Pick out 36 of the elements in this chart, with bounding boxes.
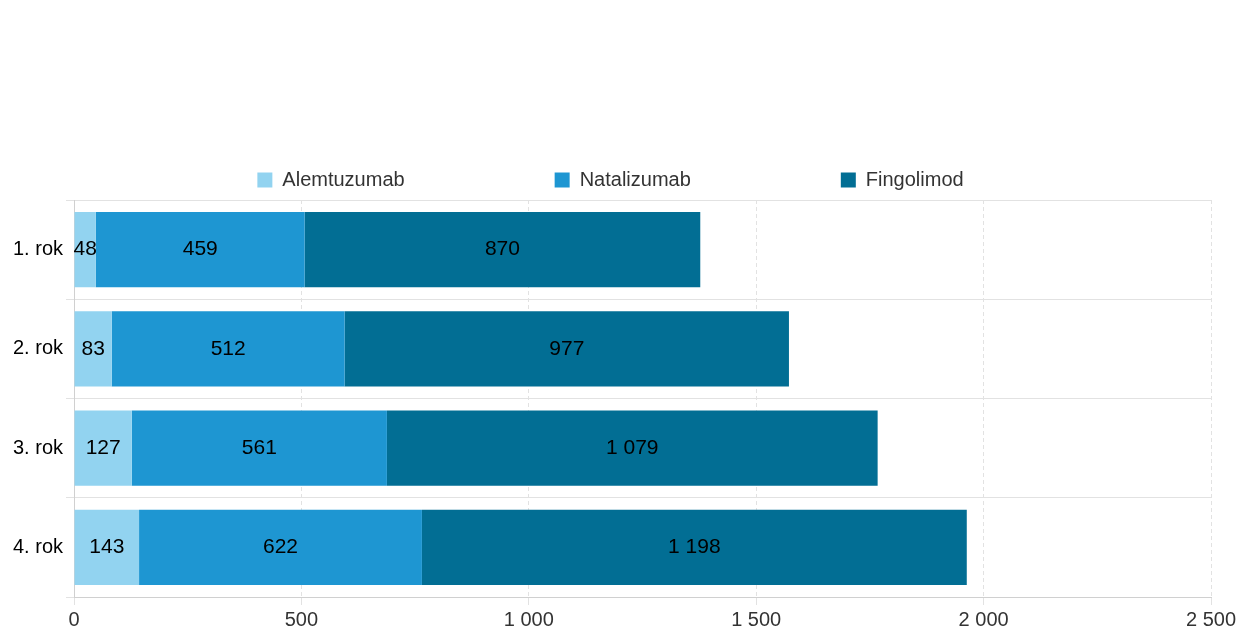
bar [304,211,701,288]
y-tick-label: 2. rok [12,336,65,359]
data-label: 622 [262,534,299,558]
data-label: 143 [89,534,125,558]
x-tick-label: 1 500 [731,607,782,630]
x-tick-label: 0 [68,607,80,630]
y-tick-label: 1. rok [12,237,65,260]
x-tick-label: 2 000 [958,607,1009,630]
data-label: 127 [85,434,121,458]
legend-label: Fingolimod [865,167,964,190]
bar [111,311,345,387]
bar [344,311,789,387]
bar [95,211,305,288]
bar [74,509,140,586]
data-label: 1 198 [668,534,721,558]
bar [421,509,967,586]
x-tick-label: 500 [284,607,319,630]
data-label: 977 [549,335,585,359]
data-label: 83 [81,335,105,359]
legend-label: Alemtuzumab [282,167,405,190]
y-tick-label: 3. rok [12,435,65,458]
bar [386,410,878,486]
y-tick-label: 4. rok [12,534,65,557]
data-label: 512 [210,335,246,359]
legend-label: Natalizumab [579,167,691,190]
data-label: 48 [73,236,97,260]
data-label: 459 [182,236,218,260]
data-label: 561 [241,434,277,458]
x-tick-label: 2 500 [1185,607,1237,630]
x-tick-label: 1 000 [503,607,554,630]
bar [74,311,112,387]
data-label: 870 [484,236,520,260]
data-label: 1 079 [606,434,659,458]
bar [74,410,132,486]
bar [139,509,422,586]
bar [131,410,387,486]
